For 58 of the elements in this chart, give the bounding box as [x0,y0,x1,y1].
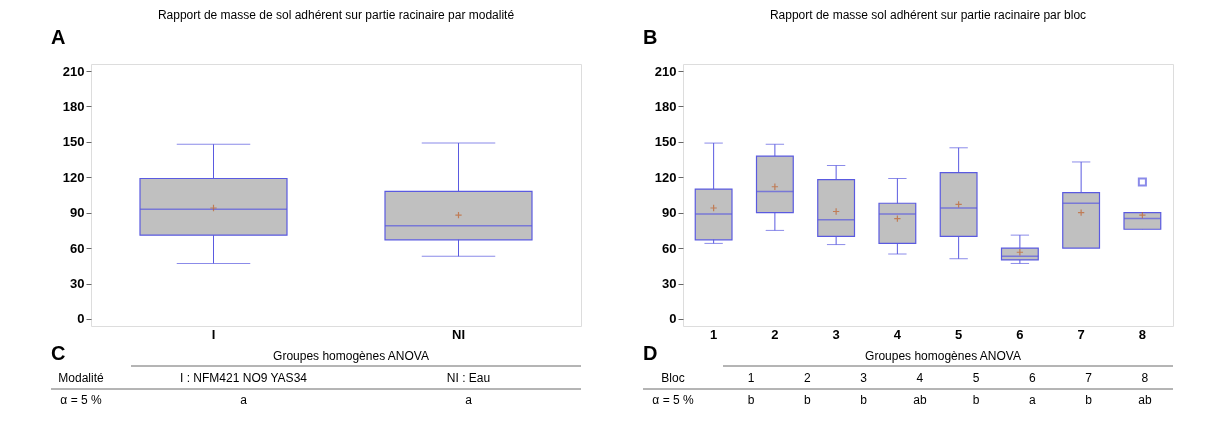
y-tick-label: 30 [662,276,677,292]
y-tick-label: 90 [662,205,677,221]
text: b [1085,393,1093,407]
x-tick-label: 8 [1138,326,1146,342]
text: A [51,26,66,48]
text: a [240,393,248,407]
text: 5 [972,371,980,385]
x-tick-label: I [211,326,216,342]
y-tick-label: 180 [62,98,85,114]
text: 3 [860,371,868,385]
text: Bloc [661,371,685,385]
x-tick-label: 2 [771,326,779,342]
y-tick-label: 60 [70,240,85,256]
y-tick-label: 120 [62,169,85,185]
text: α = 5 % [652,393,694,407]
y-tick-label: 210 [62,63,85,79]
x-tick-label: NI [452,326,465,342]
text: b [972,393,980,407]
x-tick-label: 3 [832,326,840,342]
y-tick-label: 60 [662,240,677,256]
text: b [804,393,812,407]
y-tick-label: 0 [669,311,677,327]
text: 1 [747,371,755,385]
y-tick-label: 0 [77,311,85,327]
text: ab [913,393,927,407]
y-tick-label: 30 [70,276,85,292]
chart-title: Rapport de masse sol adhérent sur partie racinaire par bloc [769,8,1087,22]
text: a [1029,393,1037,407]
text: 2 [804,371,812,385]
text: Groupes homogènes ANOVA [273,349,429,363]
text: 7 [1085,371,1093,385]
text: D [643,342,658,364]
text: b [747,393,755,407]
y-tick-label: 150 [654,134,677,150]
text: Groupes homogènes ANOVA [865,349,1021,363]
text: 8 [1141,371,1149,385]
text: b [860,393,868,407]
x-tick-label: 1 [710,326,718,342]
y-tick-label: 180 [654,98,677,114]
text: a [465,393,473,407]
text: B [643,26,658,48]
text: C [51,342,66,364]
text: Modalité [58,371,104,385]
text: I : NFM421 NO9 YAS34 [180,371,308,385]
x-tick-label: 7 [1077,326,1085,342]
y-tick-label: 90 [70,205,85,221]
text: ab [1138,393,1152,407]
text: α = 5 % [60,393,102,407]
x-tick-label: 5 [955,326,963,342]
text: NI : Eau [446,371,491,385]
x-tick-label: 6 [1016,326,1024,342]
y-tick-label: 210 [654,63,677,79]
text: 4 [916,371,924,385]
chart-title: Rapport de masse de sol adhérent sur partie racinaire par modalité [157,8,515,22]
x-tick-label: 4 [893,326,902,342]
y-tick-label: 120 [654,169,677,185]
y-tick-label: 150 [62,134,85,150]
text: 6 [1029,371,1037,385]
